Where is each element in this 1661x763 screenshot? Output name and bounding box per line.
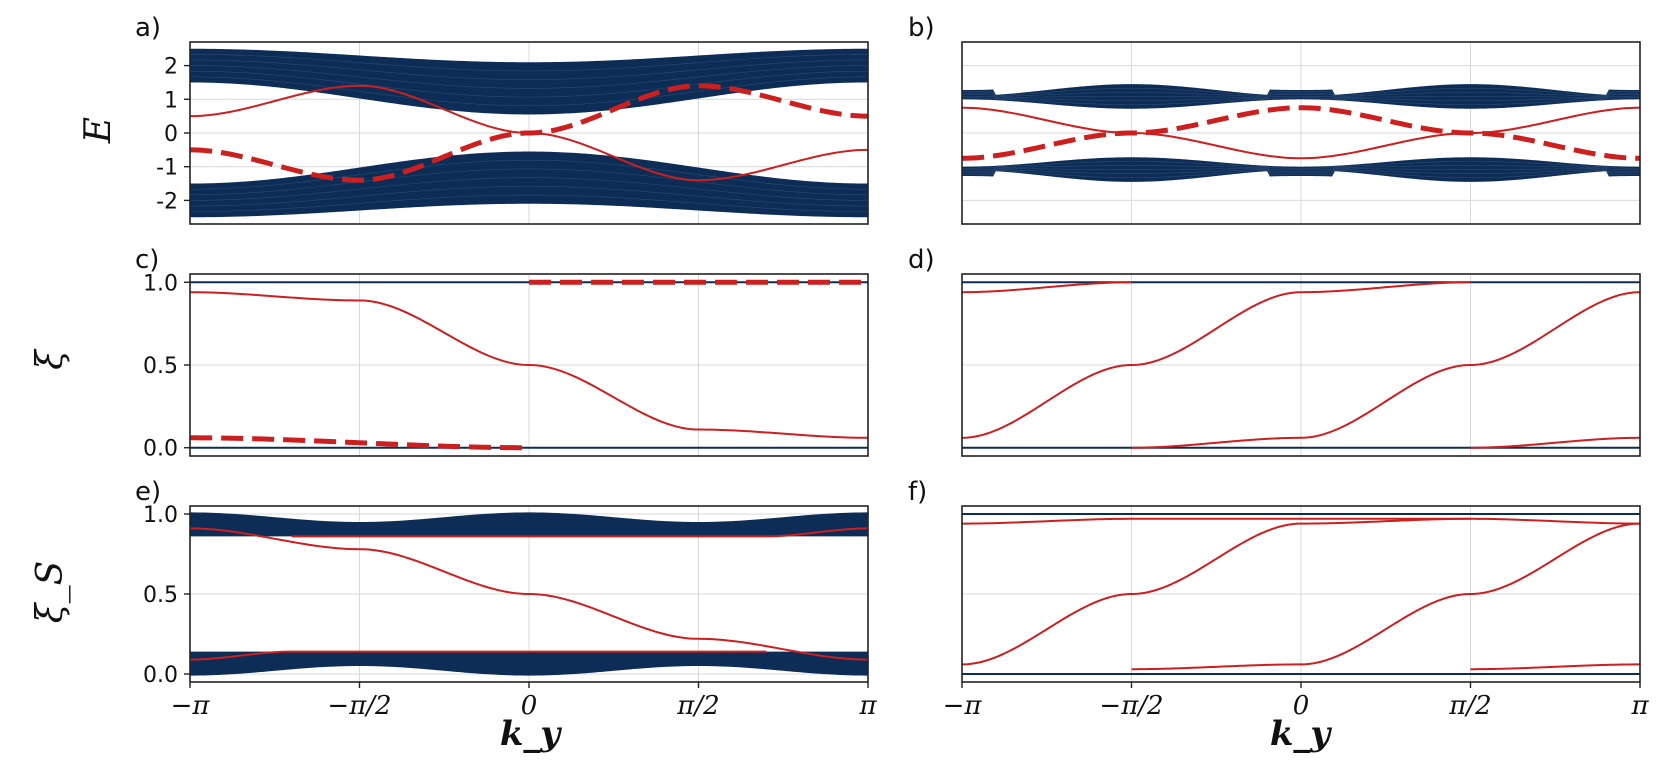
bulk-band-line: [190, 76, 868, 107]
panel-c: c) ξ 0.0 0.5 1.0: [30, 245, 869, 462]
panel-b: b): [908, 13, 1641, 225]
bulk-band-line: [962, 165, 1640, 171]
bulk-band-line: [190, 65, 868, 89]
bulk-band-line: [962, 169, 1640, 179]
plot-area-b: [961, 41, 1641, 225]
edge-line-dashed: [962, 105, 1640, 161]
bulk-band-line: [962, 95, 1640, 101]
bulk-band-line: [962, 168, 1640, 172]
y-tick-label: 0.0: [143, 663, 178, 688]
bulk-band-line: [962, 94, 1640, 98]
edge-line-solid: [962, 517, 1640, 525]
x-axis-label-right: k_y: [1270, 714, 1333, 754]
bulk-band-lower: [190, 151, 868, 218]
edge-line-dashed: [190, 83, 868, 183]
plot-series: [190, 48, 868, 218]
y-tick-label: -1: [156, 156, 178, 181]
plot-series: [962, 281, 1640, 449]
plot-frame: [961, 273, 1641, 457]
x-tick-label: −π/2: [1099, 691, 1163, 721]
x-tick-label: 0: [1293, 691, 1310, 721]
plot-series: [190, 512, 868, 676]
panel-letter-f: f): [908, 477, 927, 507]
bulk-band-upper: [190, 48, 868, 115]
edge-line-solid: [1131, 291, 1640, 449]
plot-series: [962, 513, 1640, 675]
bulk-band-line: [190, 70, 868, 98]
y-tick-label: 0.5: [143, 583, 178, 608]
panel-letter-d: d): [908, 245, 935, 275]
edge-line-solid: [190, 650, 767, 661]
y-tick-label: 0: [164, 122, 178, 147]
y-tick-label: 0.0: [143, 437, 178, 462]
edge-line-solid: [1131, 522, 1640, 671]
x-tick-label: π: [1630, 691, 1649, 721]
x-tick-label: −π: [943, 691, 983, 721]
panel-a: a) E -2 -1 0 1 2: [78, 13, 869, 225]
x-tick-labels: −π −π/2 0 π/2 π −π −π/2 0 π/2 π: [171, 691, 1650, 721]
bulk-band-lower: [190, 651, 868, 676]
panel-letter-c: c): [135, 245, 159, 275]
plot-series: [962, 84, 1640, 182]
plot-series: [190, 279, 868, 451]
y-tick-label: 1: [164, 88, 178, 113]
panel-e: e) ξ_S 0.0 0.5 1.0: [30, 477, 869, 688]
y-tick-label: 1.0: [143, 271, 178, 296]
y-axis-label-xi-s: ξ_S: [30, 561, 71, 624]
edge-line-solid: [962, 281, 1471, 439]
x-tick-label: −π/2: [327, 691, 391, 721]
edge-line-solid: [190, 291, 868, 439]
plot-frame: [961, 41, 1641, 225]
x-tick-label: π/2: [1448, 691, 1491, 721]
panel-letter-e: e): [135, 477, 161, 507]
x-tick-label: −π: [171, 691, 211, 721]
bulk-band-line: [190, 59, 868, 80]
bulk-band-line: [962, 169, 1640, 174]
bulk-band-line: [190, 186, 868, 207]
edge-line-solid: [1470, 436, 1640, 449]
y-tick-label: 0.5: [143, 354, 178, 379]
y-axis-label-xi: ξ: [30, 348, 71, 370]
x-tick-label: π: [858, 691, 877, 721]
edge-line-solid: [962, 106, 1640, 160]
edge-line-dashed: [190, 435, 529, 451]
plot-area-f: [961, 505, 1641, 688]
bulk-band-upper: [190, 512, 868, 537]
edge-line-solid: [962, 517, 1471, 666]
bulk-band-line: [190, 54, 868, 72]
panel-letter-b: b): [908, 13, 935, 43]
edge-line-solid: [962, 281, 1132, 294]
y-axis-label-E: E: [78, 117, 119, 144]
plot-area-c: 0.0 0.5 1.0: [143, 271, 869, 462]
plot-area-a: -2 -1 0 1 2: [156, 41, 869, 225]
x-axis-label-left: k_y: [500, 714, 563, 754]
bulk-band-line: [962, 87, 1640, 97]
panel-d: d): [908, 245, 1641, 457]
edge-line-solid: [190, 527, 868, 661]
panel-letter-a: a): [135, 13, 161, 43]
edge-line-solid: [291, 527, 868, 538]
y-tick-label: 2: [164, 55, 178, 80]
bulk-band-line: [190, 168, 868, 196]
y-tick-label: 1.0: [143, 503, 178, 528]
bulk-band-line: [190, 194, 868, 212]
edge-line-solid: [1470, 663, 1640, 671]
y-tick-label: -2: [156, 189, 178, 214]
bulk-band-line: [962, 97, 1640, 105]
bulk-band-line: [190, 159, 868, 190]
plot-area-d: [961, 273, 1641, 457]
x-tick-label: 0: [521, 691, 538, 721]
panel-f: f): [908, 477, 1641, 688]
bulk-band-line: [962, 161, 1640, 169]
plot-area-e: 0.0 0.5 1.0: [143, 503, 869, 688]
bulk-band-line: [962, 92, 1640, 97]
bulk-band-line: [190, 177, 868, 201]
x-tick-label: π/2: [676, 691, 719, 721]
